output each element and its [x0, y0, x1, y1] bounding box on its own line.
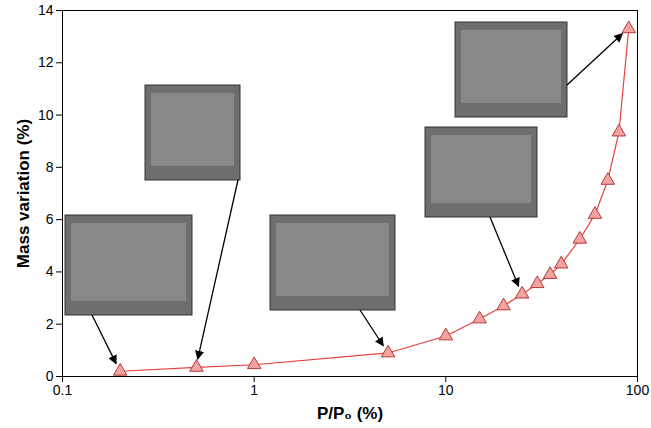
svg-text:Mass variation (%): Mass variation (%): [14, 119, 33, 268]
svg-text:1: 1: [250, 382, 258, 398]
svg-text:10: 10: [38, 107, 54, 123]
svg-text:6: 6: [46, 211, 54, 227]
svg-text:100: 100: [626, 382, 650, 398]
svg-text:12: 12: [38, 54, 54, 70]
svg-text:P/P₀ (%): P/P₀ (%): [317, 404, 383, 423]
svg-text:14: 14: [38, 2, 54, 18]
svg-text:2: 2: [46, 316, 54, 332]
svg-text:10: 10: [438, 382, 454, 398]
svg-text:4: 4: [46, 263, 54, 279]
svg-text:8: 8: [46, 159, 54, 175]
svg-text:0.1: 0.1: [53, 382, 73, 398]
svg-text:0: 0: [45, 368, 54, 384]
